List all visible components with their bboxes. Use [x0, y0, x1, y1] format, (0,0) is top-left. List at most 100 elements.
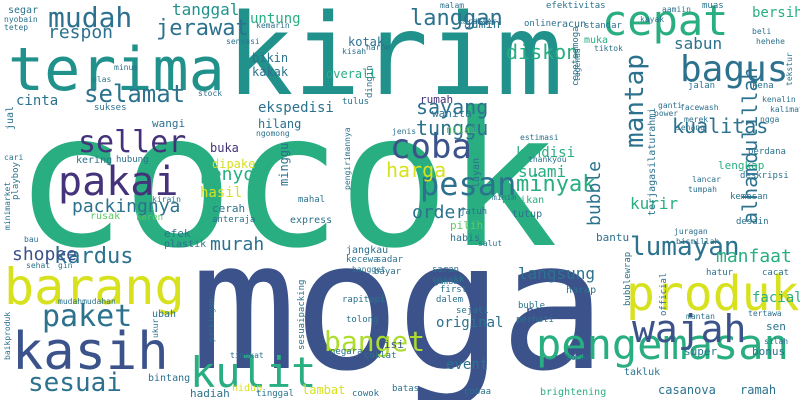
word-thankyou: thankyou [528, 155, 567, 164]
word-sen: sen [766, 320, 786, 333]
word-event: event [446, 357, 489, 373]
word-produk: produk [626, 266, 800, 322]
word-karakter: karakter [458, 17, 497, 26]
word-minim: minim [492, 193, 517, 202]
word-desain: desain [736, 217, 769, 227]
word-kayak: kayak [640, 15, 665, 24]
word-sesuai: sesuai [28, 368, 122, 398]
word-beli: beli [752, 27, 772, 36]
word-ubah: ubah [152, 309, 177, 320]
word-bangget: bangget [352, 265, 386, 274]
word-lengkap: lengkap [718, 159, 765, 172]
word-baikproduk: baikproduk [3, 311, 12, 360]
word-order: order [412, 202, 467, 223]
word-suami: suami [518, 162, 567, 181]
word-pesan: pesan [420, 165, 517, 203]
word-minimarket: minimarket [3, 181, 12, 230]
word-packingan: packingan [207, 298, 216, 342]
word-stock: stock [198, 89, 223, 98]
word-takluk: takluk [624, 367, 661, 378]
word-harga: harga [386, 158, 447, 182]
word-paket: paket [42, 299, 133, 334]
word-pengiriman: pengirimannya [343, 127, 352, 190]
word-bau: bau [24, 235, 39, 244]
word-official: official [659, 272, 669, 316]
word-rumah: rumah [420, 93, 454, 106]
word-cobaa: cobaa [464, 387, 492, 397]
word-cocok: cocok [14, 72, 558, 289]
word-batas: batas [392, 384, 420, 394]
word-brightening: brightening [540, 387, 607, 398]
word-hilang: hilang [258, 117, 302, 131]
word-jenis: jenis [392, 127, 417, 136]
word-sesuaipacking: sesuaipacking [297, 279, 307, 350]
word-pilih: pilih [450, 219, 484, 232]
word-terjaga: terjagasilaturahmi [647, 107, 658, 216]
word-manfaat: manfaat [716, 246, 792, 267]
word-ngga: ngga [760, 115, 780, 124]
word-cerah: cerah [212, 202, 246, 215]
word-pengemasan: pengemasan [536, 320, 789, 369]
word-sehat: sehat [26, 261, 51, 270]
word-mudah: mudah [48, 1, 133, 34]
word-layan: layan [471, 157, 482, 188]
word-ramah: ramah [740, 383, 777, 397]
word-kirain: kirain [152, 195, 181, 204]
word-first: first [440, 285, 468, 295]
word-salut: salut [478, 239, 503, 248]
word-kering: kering [76, 155, 113, 166]
word-perhati: perhati [516, 315, 554, 325]
word-kakak: kakak [252, 65, 289, 79]
word-mudahmudahan: mudahmudahan [58, 297, 116, 306]
word-minyak: minyak [516, 172, 596, 197]
word-ganti: ganti [658, 101, 683, 110]
word-minggu: minggu [277, 142, 291, 186]
word-nilai: nilai [446, 125, 477, 136]
word-langsung: langsung [518, 264, 596, 283]
word-sadar: sadar [376, 255, 404, 265]
word-cocokk: cocokk [432, 275, 465, 285]
word-original: original [436, 315, 504, 331]
word-perdana: perdana [748, 147, 786, 157]
word-ulas: ulas [92, 75, 112, 84]
word-tekstur: tekstur [785, 52, 794, 86]
word-power: power [654, 109, 679, 118]
word-cepat: cepat [602, 0, 729, 45]
word-nyobain: nyobain [4, 15, 38, 24]
word-ukur: ukur [151, 318, 160, 338]
word-packingnya: packingnya [72, 196, 181, 217]
word-coba: coba [390, 127, 472, 167]
word-sukses: sukses [94, 103, 127, 113]
word-bersih: bersih [752, 5, 800, 21]
word-kulit: kulit [190, 348, 317, 397]
word-wajah: wajah [632, 307, 747, 351]
word-anteraja: anteraja [212, 215, 256, 225]
word-harum: harum [366, 43, 391, 52]
word-buble: buble [518, 301, 546, 311]
word-kisah: kisah [342, 47, 367, 56]
word-tinggal: tinggal [256, 389, 294, 399]
word-sabun: sabun [674, 34, 723, 53]
word-sensasi: sensasi [226, 37, 260, 46]
word-pakai: pakai [58, 159, 179, 205]
word-facewash: facewash [680, 103, 719, 112]
word-estimasi: estimasi [520, 133, 559, 142]
word-banget: banget [324, 325, 426, 358]
word-bayar: bayar [374, 267, 402, 277]
word-cacat: cacat [762, 268, 790, 278]
word-rusak: rusak [90, 211, 121, 222]
word-juragan: juragan [674, 227, 708, 236]
word-kualitas: kualitas [672, 114, 769, 138]
word-plastik: plastik [164, 239, 207, 250]
word-kecewa: kecewa [346, 255, 379, 265]
word-tiktok: tiktok [594, 44, 623, 53]
word-wanita: wanita [432, 107, 472, 120]
word-langgan: langgan [410, 6, 503, 31]
word-muas: muas [702, 1, 724, 11]
word-bintang: bintang [148, 373, 191, 384]
word-terima: terima [8, 35, 225, 105]
word-promo: promo [526, 304, 569, 320]
word-ekspedisi: ekspedisi [258, 100, 334, 116]
word-overall: overall [326, 67, 377, 81]
